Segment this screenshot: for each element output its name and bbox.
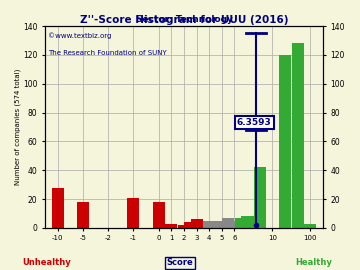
Bar (77, 202, 89, 228)
Text: Healthy: Healthy (295, 258, 332, 267)
Text: Sector: Technology: Sector: Technology (135, 15, 233, 24)
Bar (203, 221, 215, 228)
Bar (304, 224, 316, 228)
Text: ©www.textbiz.org: ©www.textbiz.org (48, 32, 111, 39)
Bar (229, 221, 240, 228)
Bar (247, 216, 259, 228)
Bar (52, 187, 64, 228)
Bar (216, 221, 228, 228)
Bar (178, 225, 190, 228)
Text: Unhealthy: Unhealthy (22, 258, 71, 267)
Title: Z''-Score Histogram for UUU (2016): Z''-Score Histogram for UUU (2016) (80, 15, 288, 25)
Bar (184, 222, 196, 228)
Bar (191, 219, 203, 228)
Bar (235, 218, 247, 228)
Y-axis label: Number of companies (574 total): Number of companies (574 total) (15, 69, 22, 185)
Bar (279, 55, 291, 228)
Bar (153, 202, 165, 228)
Text: 6.3593: 6.3593 (237, 118, 271, 127)
Bar (292, 43, 303, 228)
Bar (241, 216, 253, 228)
Text: Score: Score (167, 258, 193, 267)
Bar (165, 224, 177, 228)
Bar (222, 218, 234, 228)
Bar (254, 167, 266, 228)
Bar (197, 222, 209, 228)
Bar (127, 198, 139, 228)
Text: The Research Foundation of SUNY: The Research Foundation of SUNY (48, 50, 167, 56)
Bar (210, 221, 221, 228)
